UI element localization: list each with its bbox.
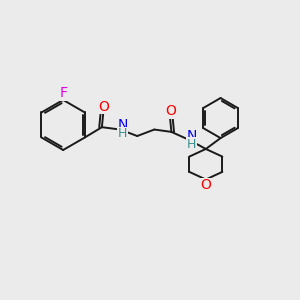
Text: N: N [186,129,197,143]
Text: N: N [117,118,128,132]
Text: O: O [98,100,109,114]
Text: O: O [200,178,211,192]
Text: H: H [118,127,127,140]
Text: F: F [59,86,67,100]
Text: H: H [187,138,196,151]
Text: O: O [166,104,176,118]
